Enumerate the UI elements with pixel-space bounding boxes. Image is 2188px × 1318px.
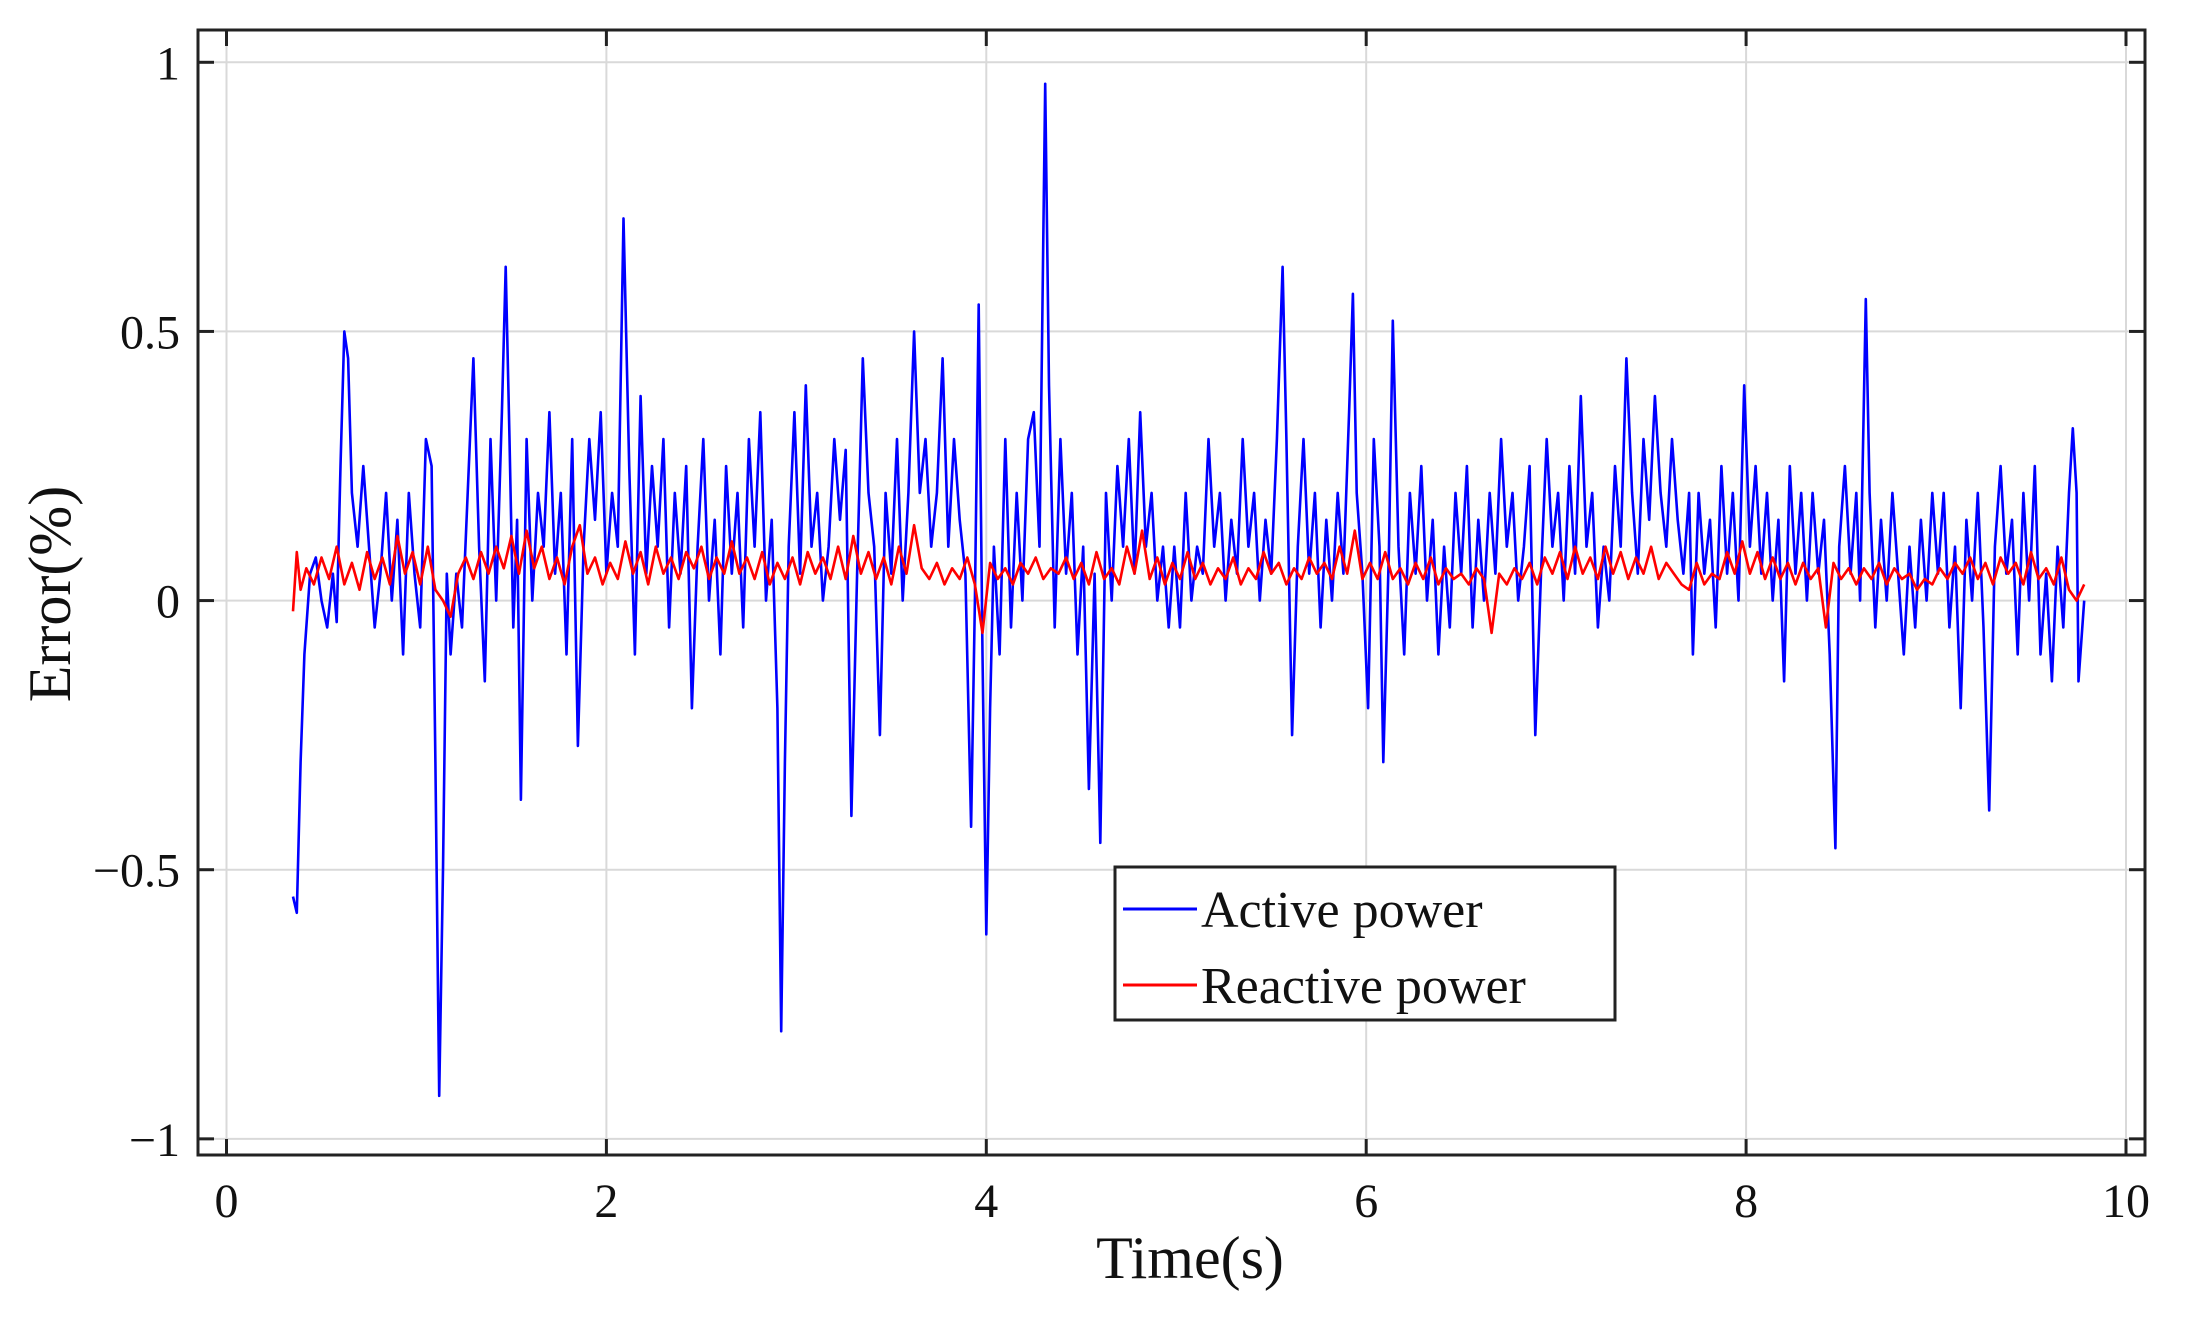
legend: Active power Reactive power — [1113, 865, 1617, 1022]
data-series — [291, 82, 2086, 1098]
tick-marks — [198, 30, 2145, 1155]
x-tick-label: 8 — [1734, 1175, 1758, 1228]
legend-label-active-power: Active power — [1201, 882, 1483, 939]
x-tick-label: 6 — [1354, 1175, 1378, 1228]
axes — [196, 28, 2147, 1157]
series-line-reactive-power — [291, 523, 2086, 635]
y-tick-label: −1 — [129, 1114, 180, 1167]
series-line-active-power — [291, 82, 2086, 1098]
y-tick-label: 0 — [156, 576, 180, 629]
y-tick-label: 1 — [156, 37, 180, 90]
x-tick-label: 2 — [594, 1175, 618, 1228]
legend-box — [1113, 865, 1617, 1022]
x-tick-label: 4 — [974, 1175, 998, 1228]
y-axis-title: Error(%) — [17, 486, 83, 703]
x-tick-label: 10 — [2102, 1175, 2150, 1228]
x-axis-title: Time(s) — [1096, 1225, 1284, 1291]
tick-labels: 0 2 4 6 8 10 1 0.5 0 −0.5 −1 — [93, 37, 2150, 1228]
y-tick-label: 0.5 — [120, 306, 180, 359]
plot-area-frame — [196, 28, 2147, 1157]
legend-label-reactive-power: Reactive power — [1201, 958, 1526, 1015]
x-tick-label: 0 — [214, 1175, 238, 1228]
y-tick-label: −0.5 — [93, 845, 180, 898]
